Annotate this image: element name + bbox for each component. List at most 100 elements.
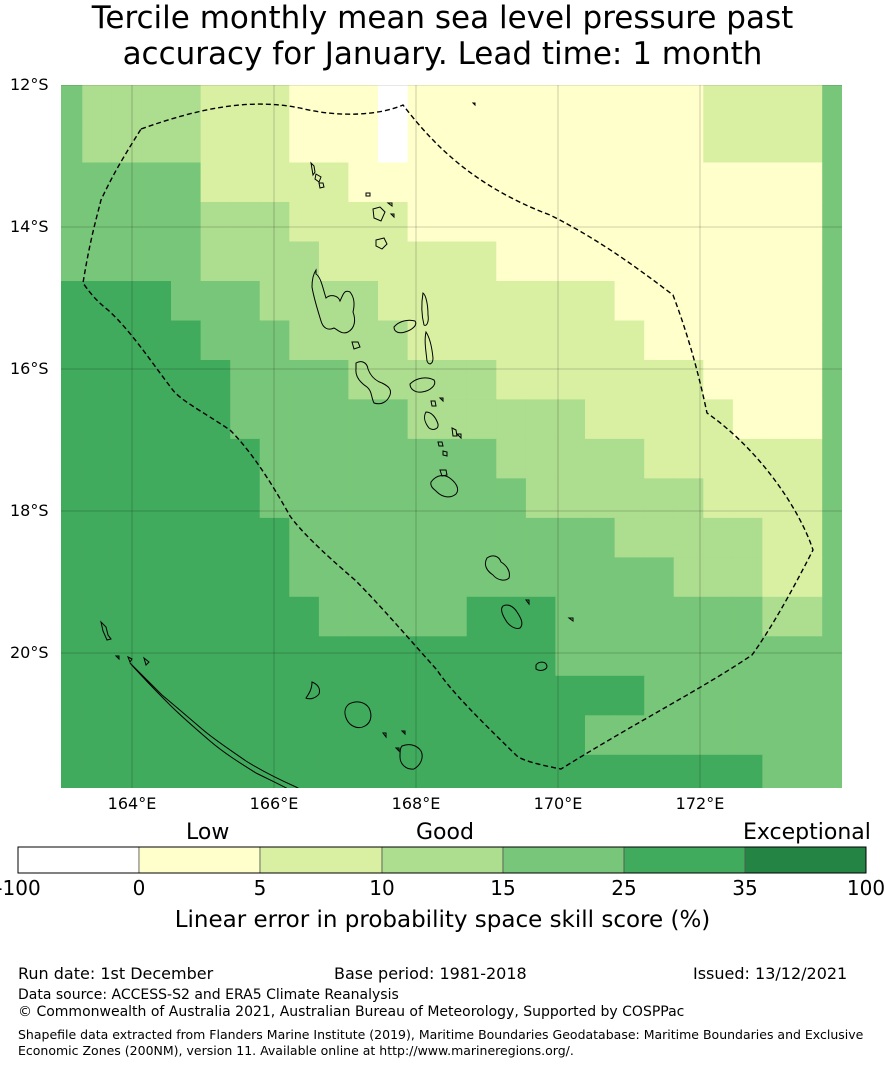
heatmap-cell bbox=[703, 557, 734, 598]
heatmap-cell bbox=[230, 557, 261, 598]
heatmap-cell bbox=[289, 162, 320, 203]
colorbar-tick: 5 bbox=[253, 876, 267, 900]
heatmap-cell bbox=[525, 162, 557, 203]
heatmap-cell bbox=[378, 636, 409, 677]
heatmap-cell bbox=[673, 675, 704, 716]
skill-heatmap bbox=[23, 85, 842, 788]
heatmap-cell bbox=[792, 478, 823, 519]
heatmap-cell bbox=[437, 675, 468, 716]
heatmap-cell bbox=[466, 320, 497, 361]
heatmap-cell bbox=[437, 636, 468, 677]
heatmap-cell bbox=[466, 202, 497, 243]
heatmap-cell bbox=[230, 123, 261, 164]
colorbar-segment bbox=[138, 846, 261, 874]
heatmap-cell bbox=[466, 281, 497, 322]
heatmap-cell bbox=[732, 123, 764, 164]
heatmap-cell bbox=[200, 123, 231, 164]
heatmap-cell bbox=[585, 675, 616, 716]
heatmap-cell bbox=[82, 320, 113, 361]
heatmap-cell bbox=[762, 281, 793, 322]
lon-label-168e: 168°E bbox=[391, 794, 441, 813]
heatmap-cell bbox=[614, 675, 645, 716]
heatmap-cell bbox=[703, 85, 734, 124]
heatmap-cell bbox=[378, 715, 409, 756]
island-aneityum bbox=[535, 661, 548, 671]
heatmap-cell bbox=[259, 123, 290, 164]
heatmap-cell bbox=[703, 162, 734, 203]
heatmap-cell bbox=[318, 438, 350, 479]
heatmap-cell bbox=[703, 596, 734, 637]
heatmap-cell bbox=[555, 202, 586, 243]
data-source: Data source: ACCESS-S2 and ERA5 Climate … bbox=[18, 987, 399, 1003]
heatmap-cell bbox=[348, 478, 379, 519]
heatmap-cell bbox=[171, 478, 202, 519]
heatmap-cell bbox=[141, 478, 172, 519]
heatmap-cell bbox=[259, 754, 290, 788]
heatmap-cell bbox=[289, 399, 320, 440]
heatmap-cell bbox=[644, 399, 675, 440]
heatmap-cell bbox=[437, 754, 468, 788]
map-canvas bbox=[17, 85, 867, 874]
heatmap-cell bbox=[732, 85, 764, 124]
heatmap-cell bbox=[496, 281, 527, 322]
heatmap-cell bbox=[437, 202, 468, 243]
heatmap-cell bbox=[555, 281, 586, 322]
heatmap-cell bbox=[614, 320, 645, 361]
heatmap-cell bbox=[61, 517, 83, 558]
heatmap-cell bbox=[673, 636, 704, 677]
heatmap-cell bbox=[762, 202, 793, 243]
heatmap-cell bbox=[525, 320, 557, 361]
heatmap-cell bbox=[61, 399, 83, 440]
heatmap-cell bbox=[792, 320, 823, 361]
heatmap-cell bbox=[703, 438, 734, 479]
heatmap-cell bbox=[673, 517, 704, 558]
heatmap-cell bbox=[378, 557, 409, 598]
heatmap-cell bbox=[525, 241, 557, 282]
heatmap-cell bbox=[171, 281, 202, 322]
heatmap-cell bbox=[555, 715, 586, 756]
heatmap-cell bbox=[555, 85, 586, 124]
landmasses bbox=[100, 102, 574, 788]
heatmap-cell bbox=[614, 715, 645, 756]
heatmap-cell bbox=[289, 85, 320, 124]
heatmap-cell bbox=[318, 202, 350, 243]
heatmap-cell bbox=[407, 478, 438, 519]
heatmap-cell bbox=[525, 557, 557, 598]
heatmap-cell bbox=[555, 399, 586, 440]
heatmap-cell bbox=[111, 557, 143, 598]
heatmap-cell bbox=[141, 636, 172, 677]
heatmap-cell bbox=[437, 85, 468, 124]
heatmap-cell bbox=[407, 320, 438, 361]
heatmap-cell bbox=[23, 597, 53, 637]
heatmap-cell bbox=[348, 85, 379, 124]
heatmap-cell bbox=[792, 557, 823, 598]
heatmap-cell bbox=[466, 596, 497, 637]
heatmap-cell bbox=[673, 596, 704, 637]
heatmap-cell bbox=[644, 320, 675, 361]
heatmap-cell bbox=[466, 754, 497, 788]
heatmap-cell bbox=[259, 241, 290, 282]
heatmap-cell bbox=[318, 360, 350, 401]
heatmap-cell bbox=[141, 85, 172, 124]
island-aniwa bbox=[525, 599, 530, 606]
heatmap-cell bbox=[61, 557, 83, 598]
heatmap-cell bbox=[318, 478, 350, 519]
heatmap-cell bbox=[378, 162, 409, 203]
heatmap-cell bbox=[703, 517, 734, 558]
heatmap-cell bbox=[762, 162, 793, 203]
heatmap-cell bbox=[614, 202, 645, 243]
heatmap-cell bbox=[555, 360, 586, 401]
heatmap-cell bbox=[141, 675, 172, 716]
heatmap-cell bbox=[111, 162, 143, 203]
issued-date: Issued: 13/12/2021 bbox=[693, 964, 848, 983]
heatmap-cell bbox=[61, 715, 83, 756]
heatmap-cell bbox=[792, 754, 823, 788]
heatmap-cell bbox=[496, 715, 527, 756]
island-maewo-north bbox=[375, 237, 388, 250]
heatmap-cell bbox=[82, 675, 113, 716]
heatmap-cell bbox=[644, 715, 675, 756]
heatmap-cell bbox=[348, 360, 379, 401]
heatmap-cell bbox=[644, 360, 675, 401]
heatmap-cell bbox=[289, 320, 320, 361]
heatmap-cell bbox=[230, 675, 261, 716]
